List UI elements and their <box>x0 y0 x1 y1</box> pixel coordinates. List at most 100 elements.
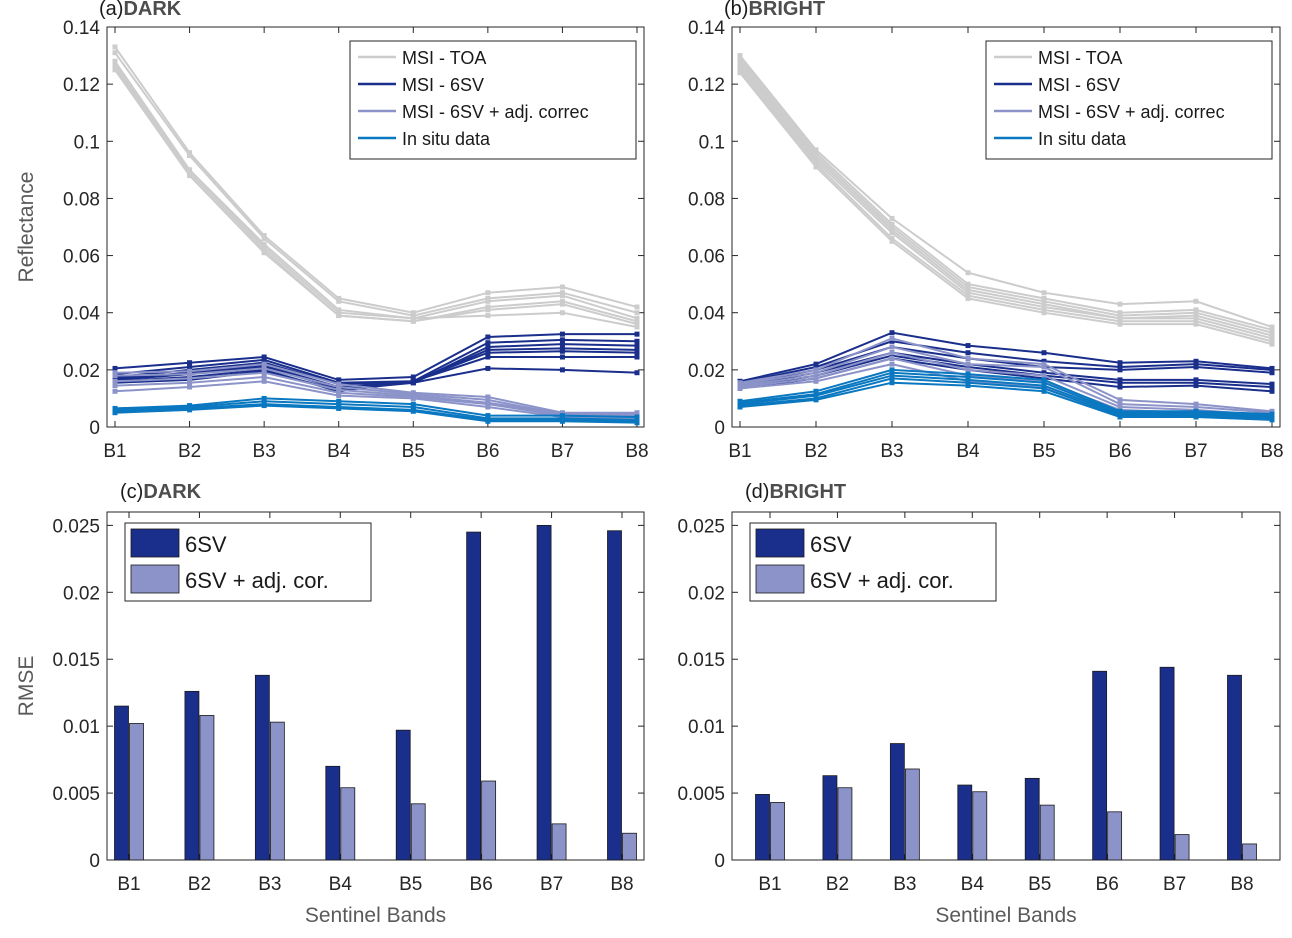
series-line <box>114 404 638 424</box>
series-point <box>187 150 193 156</box>
series-point <box>634 304 640 310</box>
legend-b: MSI - TOA MSI - 6SV MSI - 6SV + adj. corre… <box>985 40 1273 160</box>
ytick-label: 0.02 <box>688 361 725 382</box>
series-point <box>1041 290 1047 296</box>
series-point <box>336 384 342 390</box>
series-point <box>1041 310 1047 316</box>
series-point <box>1117 397 1123 403</box>
xtick-label: B2 <box>804 441 827 462</box>
bar-6sv <box>1227 674 1242 861</box>
series-point <box>485 344 491 350</box>
series-line <box>114 63 638 328</box>
series-point <box>1041 358 1047 364</box>
series-point <box>410 310 416 316</box>
series-point <box>485 365 491 371</box>
series-point <box>813 150 819 156</box>
series-point <box>634 331 640 337</box>
series-point <box>889 380 895 386</box>
series-point <box>1193 307 1199 313</box>
panel-b: 0 0.02 0.04 0.06 0.08 0.1 0.12 0.14 B1 B2 B3 B4 B5 B6… <box>688 0 1284 462</box>
xtick-label: B7 <box>540 874 563 895</box>
bar-6sv <box>755 794 770 861</box>
series-point <box>336 398 342 404</box>
series-point <box>1193 404 1199 410</box>
series-point <box>261 235 267 241</box>
xtick-label: B5 <box>1028 874 1051 895</box>
series-point <box>813 164 819 170</box>
bar-6sv <box>466 531 482 861</box>
series-point <box>1041 380 1047 386</box>
series-point <box>813 147 819 153</box>
series-point <box>813 373 819 379</box>
series-point <box>559 348 565 354</box>
series-point <box>261 354 267 360</box>
series-point <box>485 413 491 419</box>
series-point <box>965 270 971 276</box>
bar-6sv <box>1092 670 1108 861</box>
series-point <box>1117 401 1123 407</box>
series-line <box>739 374 1273 418</box>
panel-title-b: (b)BRIGHT <box>724 0 825 20</box>
series-point <box>112 378 118 384</box>
series-point <box>1117 360 1123 366</box>
series-point <box>187 371 193 377</box>
series-point <box>187 384 193 390</box>
series-point <box>634 350 640 356</box>
series-point <box>889 227 895 233</box>
series-point <box>634 315 640 321</box>
legend-c: 6SV 6SV + adj. cor. <box>124 522 372 602</box>
series-line <box>739 331 1273 383</box>
series-point <box>187 170 193 176</box>
series-point <box>112 388 118 394</box>
series-line <box>114 343 638 386</box>
series-point <box>1117 367 1123 373</box>
series-line <box>739 66 1273 340</box>
series-point <box>410 401 416 407</box>
xtick-label: B2 <box>188 874 211 895</box>
series-point <box>1117 321 1123 327</box>
legend-swatch <box>755 564 805 594</box>
legend-label: 6SV + adj. cor. <box>185 568 329 593</box>
series-point <box>889 353 895 359</box>
series-point <box>112 64 118 70</box>
series-point <box>261 398 267 404</box>
xtick-label: B3 <box>893 874 916 895</box>
series-line <box>114 397 638 418</box>
series-point <box>187 380 193 386</box>
series-point <box>889 238 895 244</box>
series-point <box>1117 310 1123 316</box>
series-point <box>1041 361 1047 367</box>
series-point <box>1117 380 1123 386</box>
ytick-label: 0.02 <box>63 361 100 382</box>
series-point <box>813 375 819 381</box>
xtick-label: B1 <box>117 874 140 895</box>
xtick-label: B3 <box>253 441 276 462</box>
series-point <box>1269 333 1275 339</box>
series-line <box>114 363 637 414</box>
xtick-label: B7 <box>1163 874 1186 895</box>
series-line <box>739 345 1273 414</box>
bar-adj <box>1242 843 1257 861</box>
bar-adj <box>622 832 637 861</box>
ytick-label: 0.04 <box>63 304 100 325</box>
ytick-label: 0.14 <box>688 18 725 39</box>
y-axis-label: Reflectance <box>15 172 38 283</box>
series-point <box>485 397 491 403</box>
series-point <box>965 367 971 373</box>
xtick-label: B1 <box>103 441 126 462</box>
xtick-label: B3 <box>880 441 903 462</box>
ytick-label: 0.01 <box>63 717 100 738</box>
legend-swatch <box>130 564 180 594</box>
series-point <box>1041 383 1047 389</box>
xtick-label: B4 <box>327 441 351 462</box>
ytick-label: 0.005 <box>52 784 100 805</box>
series-line <box>114 403 638 423</box>
series-line <box>739 377 1273 420</box>
bar-adj <box>340 787 356 861</box>
ytick-label: 0.06 <box>688 247 725 268</box>
series-point <box>813 153 819 159</box>
bar-adj <box>1039 804 1055 861</box>
series-line <box>114 333 637 381</box>
series-point <box>485 404 491 410</box>
series-point <box>112 365 118 371</box>
